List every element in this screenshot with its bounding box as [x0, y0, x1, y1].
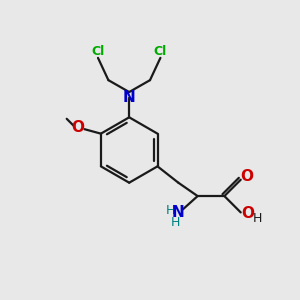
Text: H: H: [171, 216, 180, 229]
Text: O: O: [71, 120, 85, 135]
Text: O: O: [241, 206, 254, 221]
Text: N: N: [123, 91, 136, 106]
Text: O: O: [240, 169, 253, 184]
Text: Cl: Cl: [154, 45, 167, 58]
Text: H: H: [252, 212, 262, 225]
Text: N: N: [172, 205, 185, 220]
Text: Cl: Cl: [92, 45, 105, 58]
Text: H: H: [165, 204, 175, 218]
